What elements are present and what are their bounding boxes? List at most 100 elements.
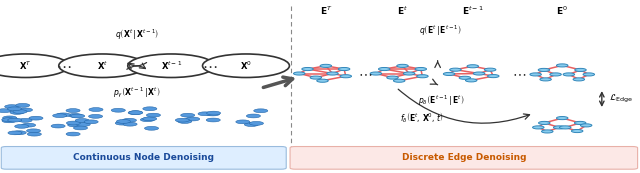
Circle shape xyxy=(320,64,332,67)
Circle shape xyxy=(244,123,259,126)
Circle shape xyxy=(467,65,479,68)
Circle shape xyxy=(484,68,496,71)
Circle shape xyxy=(205,112,220,116)
Circle shape xyxy=(70,114,84,118)
Circle shape xyxy=(0,109,12,113)
Circle shape xyxy=(178,120,192,123)
Circle shape xyxy=(84,120,98,124)
Circle shape xyxy=(541,130,553,133)
Text: $\mathbf{X}^0$: $\mathbf{X}^0$ xyxy=(240,60,252,72)
Circle shape xyxy=(378,67,390,71)
Text: $\cdots$: $\cdots$ xyxy=(56,58,72,73)
Circle shape xyxy=(15,103,29,107)
Circle shape xyxy=(68,113,82,117)
Text: $\mathbf{X}^t$: $\mathbf{X}^t$ xyxy=(97,60,108,72)
Circle shape xyxy=(8,107,22,111)
Circle shape xyxy=(370,72,381,75)
Circle shape xyxy=(2,118,16,122)
Text: Continuous Node Denoising: Continuous Node Denoising xyxy=(73,153,214,162)
Circle shape xyxy=(550,73,561,76)
Circle shape xyxy=(575,121,586,125)
Circle shape xyxy=(236,120,250,124)
Circle shape xyxy=(111,108,125,112)
Circle shape xyxy=(575,68,586,71)
Text: $p_\delta\left(\mathbf{E}^{t-1}\,|\,\mathbf{E}^t\right)$: $p_\delta\left(\mathbf{E}^{t-1}\,|\,\mat… xyxy=(418,94,464,108)
Circle shape xyxy=(403,72,415,75)
Circle shape xyxy=(8,118,22,122)
Circle shape xyxy=(175,118,189,122)
Circle shape xyxy=(538,121,550,125)
Circle shape xyxy=(444,72,455,75)
Circle shape xyxy=(122,118,136,122)
Circle shape xyxy=(415,67,426,71)
Circle shape xyxy=(294,72,305,75)
Circle shape xyxy=(147,113,161,117)
Circle shape xyxy=(59,54,146,78)
FancyBboxPatch shape xyxy=(290,147,637,169)
Circle shape xyxy=(13,110,27,113)
Circle shape xyxy=(4,105,19,108)
Circle shape xyxy=(68,123,82,127)
Circle shape xyxy=(145,126,159,130)
Circle shape xyxy=(88,115,102,118)
Text: $\mathbf{X}^{t-1}$: $\mathbf{X}^{t-1}$ xyxy=(161,60,182,72)
Circle shape xyxy=(76,122,90,126)
Circle shape xyxy=(580,124,592,127)
Circle shape xyxy=(143,117,157,121)
Text: $q\left(\mathbf{X}^t\,|\,\mathbf{X}^{t-1}\right)$: $q\left(\mathbf{X}^t\,|\,\mathbf{X}^{t-1… xyxy=(115,27,159,42)
Circle shape xyxy=(0,54,69,78)
Circle shape xyxy=(559,126,571,129)
Circle shape xyxy=(26,129,40,133)
Text: Discrete Edge Denoising: Discrete Edge Denoising xyxy=(401,153,526,162)
Circle shape xyxy=(56,113,70,117)
Circle shape xyxy=(302,67,314,71)
Circle shape xyxy=(206,118,220,122)
Circle shape xyxy=(4,117,18,121)
Circle shape xyxy=(532,126,544,129)
Circle shape xyxy=(22,123,36,127)
Text: $\mathbf{E}^T$: $\mathbf{E}^T$ xyxy=(319,5,332,17)
Circle shape xyxy=(556,64,568,67)
Circle shape xyxy=(3,116,17,120)
Circle shape xyxy=(28,132,42,136)
Circle shape xyxy=(530,73,541,76)
Text: $\cdots$: $\cdots$ xyxy=(202,58,217,73)
Circle shape xyxy=(556,117,568,120)
Circle shape xyxy=(66,132,80,136)
Text: $\mathbf{E}^0$: $\mathbf{E}^0$ xyxy=(556,5,568,17)
Circle shape xyxy=(29,116,43,120)
Text: $p_\gamma\left(\mathbf{X}^{t-1}\,|\,\mathbf{X}^t\right)$: $p_\gamma\left(\mathbf{X}^{t-1}\,|\,\mat… xyxy=(113,85,161,100)
Circle shape xyxy=(207,111,221,115)
Circle shape xyxy=(459,76,470,79)
Circle shape xyxy=(202,54,289,78)
FancyBboxPatch shape xyxy=(1,147,286,169)
Circle shape xyxy=(387,76,398,79)
Text: $\cdots$: $\cdots$ xyxy=(358,67,372,80)
Circle shape xyxy=(51,124,65,128)
Circle shape xyxy=(310,76,322,79)
Circle shape xyxy=(540,78,552,81)
Circle shape xyxy=(583,73,595,76)
Circle shape xyxy=(12,131,26,135)
Circle shape xyxy=(115,121,129,125)
Circle shape xyxy=(129,111,143,115)
Circle shape xyxy=(563,73,575,76)
Text: $\mathcal{L}_\mathrm{Edge}$: $\mathcal{L}_\mathrm{Edge}$ xyxy=(609,93,634,105)
Circle shape xyxy=(180,113,195,117)
Circle shape xyxy=(554,126,565,129)
Circle shape xyxy=(250,121,264,125)
Circle shape xyxy=(19,108,33,112)
Circle shape xyxy=(394,79,405,82)
Circle shape xyxy=(67,121,81,125)
Circle shape xyxy=(140,118,154,122)
Circle shape xyxy=(116,120,131,123)
Circle shape xyxy=(253,109,268,113)
Circle shape xyxy=(143,107,157,111)
Circle shape xyxy=(327,72,338,75)
Text: $\mathbf{X}^T$: $\mathbf{X}^T$ xyxy=(19,60,32,72)
Circle shape xyxy=(465,79,477,82)
Circle shape xyxy=(317,79,328,82)
Circle shape xyxy=(474,72,485,75)
Circle shape xyxy=(66,109,80,112)
Text: $\mathbf{E}^{t-1}$: $\mathbf{E}^{t-1}$ xyxy=(462,5,484,17)
